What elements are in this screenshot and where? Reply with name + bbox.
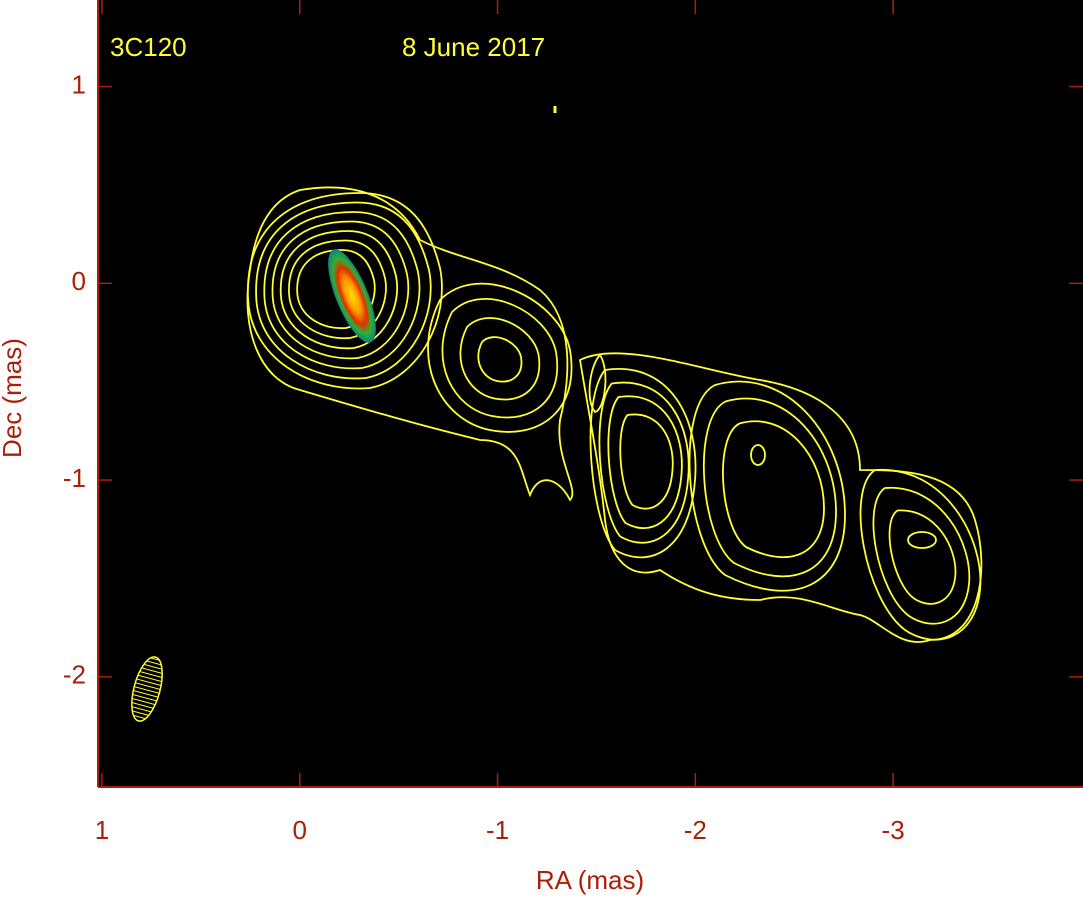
intensity-core <box>328 249 376 343</box>
contour <box>588 353 607 413</box>
y-tick-label: -2 <box>63 660 86 690</box>
contour <box>579 352 983 643</box>
contour <box>750 444 766 466</box>
plot-area <box>98 0 1083 787</box>
x-tick-label: 1 <box>95 815 109 845</box>
x-tick-label: 0 <box>293 815 307 845</box>
beam <box>131 656 163 722</box>
y-tick-label: 0 <box>72 266 86 296</box>
x-tick-label: -3 <box>882 815 905 845</box>
contour <box>907 531 937 549</box>
y-tick-label: 1 <box>72 69 86 99</box>
x-tick-label: -1 <box>486 815 509 845</box>
x-tick-label: -2 <box>684 815 707 845</box>
source-name: 3C120 <box>110 32 187 62</box>
y-axis-title: Dec (mas) <box>0 338 27 458</box>
contour <box>246 186 574 502</box>
y-tick-label: -1 <box>63 463 86 493</box>
date-label: 8 June 2017 <box>402 32 545 62</box>
contours <box>246 106 983 643</box>
x-axis-title: RA (mas) <box>536 865 644 895</box>
